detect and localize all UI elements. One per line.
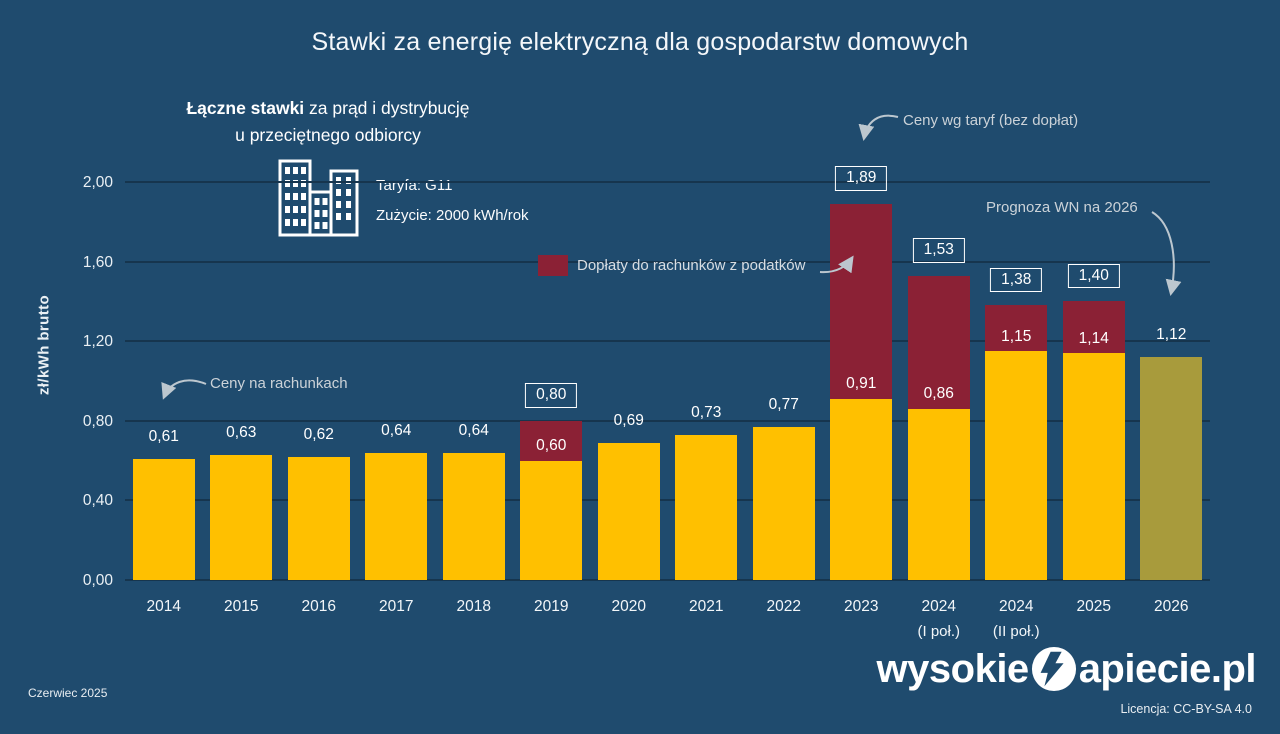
bar-2019 — [520, 460, 583, 580]
bar-2026 — [1140, 357, 1203, 580]
bar-2020 — [597, 442, 660, 580]
lightning-bolt-icon — [1031, 646, 1076, 692]
x-axis-label: 2015 — [224, 598, 259, 615]
bar-total-label: 1,89 — [835, 166, 888, 191]
x-axis-label: 2017 — [379, 598, 414, 615]
x-axis-label: 2016 — [301, 598, 336, 615]
y-tick-label: 1,60 — [82, 253, 113, 271]
x-axis-label-line2: (I poł.) — [917, 623, 961, 640]
bar-value-label: 0,60 — [536, 437, 567, 455]
bar-2015 — [210, 454, 273, 580]
bar-value-label: 0,86 — [923, 385, 954, 403]
gridline — [125, 419, 1210, 422]
x-axis-label: 2021 — [689, 598, 724, 615]
bar-subsidy-2023 — [830, 203, 893, 399]
bar-value-label: 0,64 — [458, 422, 489, 440]
bar-value-label: 1,14 — [1078, 329, 1109, 347]
y-tick-label: 1,20 — [82, 333, 113, 351]
gridline — [125, 340, 1210, 343]
subtitle-rest: za prąd i dystrybucję — [304, 98, 470, 118]
bar-2016 — [287, 456, 350, 580]
bar-2017 — [365, 452, 428, 580]
bar-2021 — [675, 434, 738, 580]
x-axis-label: 2024 — [921, 598, 956, 615]
annotation-bills: Ceny na rachunkach — [210, 375, 348, 392]
chart-plot: 0,00 0,40 0,80 1,20 1,60 2,00 0,61 2014 0,63 2015… — [83, 166, 1210, 640]
legend-swatch-red — [538, 255, 568, 276]
bar-value-label: 0,62 — [303, 426, 334, 444]
bar-subsidy-2024 — [907, 275, 970, 409]
subtitle-bold: Łączne stawki — [186, 98, 305, 118]
bar-2024-h1 — [907, 408, 970, 580]
bar-2025 — [1062, 353, 1125, 580]
buildings-icon — [264, 158, 364, 243]
bar-2018 — [442, 452, 505, 580]
x-axis-label: 2025 — [1076, 598, 1111, 615]
y-tick-label: 2,00 — [82, 174, 113, 191]
x-axis-label: 2024 — [999, 598, 1034, 615]
y-tick-label: 0,80 — [82, 412, 113, 430]
chart-subtitle: Łączne stawki za prąd i dystrybucję u pr… — [152, 95, 504, 149]
bar-2023 — [830, 398, 893, 580]
y-tick-label: 0,40 — [82, 492, 113, 510]
bar-total-label: 1,53 — [912, 237, 965, 263]
bar-value-label: 1,15 — [1001, 327, 1032, 345]
x-axis-label: 2019 — [534, 598, 569, 615]
bar-value-label: 0,73 — [691, 404, 722, 422]
x-axis-label-line2: (II poł.) — [992, 623, 1040, 640]
x-axis-label: 2020 — [611, 598, 646, 615]
bar-subsidy-2025 — [1062, 301, 1125, 354]
bar-2022 — [752, 426, 815, 580]
tariff-line2: Zużycie: 2000 kWh/rok — [376, 207, 529, 224]
bar-value-label: 0,61 — [148, 428, 179, 446]
bar-value-label: 0,91 — [846, 375, 877, 393]
arrow-tariffs — [858, 114, 899, 141]
y-tick-label: 0,00 — [82, 572, 113, 589]
bar-value-label: 0,69 — [613, 412, 644, 430]
footer-date: Czerwiec 2025 — [28, 686, 108, 700]
bar-2024-h2 — [985, 351, 1048, 580]
license-text: Licencja: CC-BY-SA 4.0 — [1120, 702, 1252, 716]
bar-value-label: 0,63 — [226, 424, 257, 442]
logo-text-right: apiecie.pl — [1078, 646, 1257, 691]
x-axis-label: 2014 — [146, 598, 181, 615]
x-axis-label: 2026 — [1154, 598, 1189, 615]
bar-total-label: 1,38 — [990, 267, 1043, 293]
bar-subsidy-2019 — [520, 420, 583, 461]
annotation-tariffs: Ceny wg taryf (bez dopłat) — [903, 112, 1079, 129]
bar-total-label: 0,80 — [525, 383, 578, 408]
bar-total-label: 1,40 — [1067, 263, 1120, 289]
bar-2014 — [132, 458, 195, 580]
logo-text-left: wysokie — [876, 646, 1030, 691]
gridline — [125, 499, 1210, 502]
x-axis-label: 2023 — [844, 598, 879, 615]
gridline — [125, 260, 1210, 263]
x-axis-label: 2022 — [766, 598, 801, 615]
annotation-forecast: Prognoza WN na 2026 — [986, 199, 1138, 216]
x-axis-label: 2018 — [456, 598, 491, 615]
gridline — [125, 181, 1210, 183]
legend-subsidies: Dopłaty do rachunków z podatków — [538, 255, 805, 276]
bar-value-label: 0,64 — [381, 422, 412, 440]
bar-subsidy-2024 — [985, 305, 1048, 352]
legend-label: Dopłaty do rachunków z podatków — [577, 257, 806, 274]
site-logo: wysokie apiecie.pl — [876, 646, 1257, 692]
bar-value-label: 0,77 — [768, 396, 799, 414]
page-title: Stawki za energię elektryczną dla gospod… — [311, 28, 969, 56]
subtitle-line2: u przeciętnego odbiorcy — [235, 125, 421, 146]
gridline — [125, 579, 1210, 581]
bar-total-label: 1,12 — [1156, 325, 1187, 343]
